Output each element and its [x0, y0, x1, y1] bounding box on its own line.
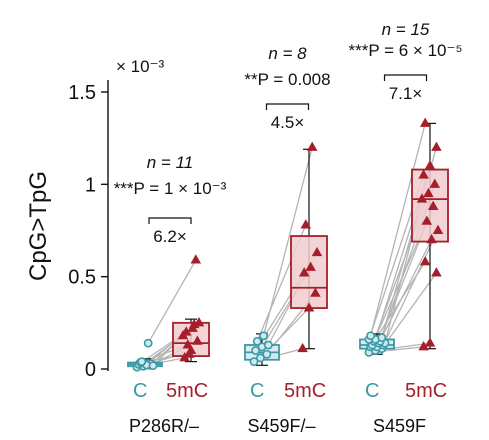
pair-line — [262, 147, 313, 336]
c-point — [251, 346, 260, 355]
5mc-point — [182, 339, 194, 349]
pair-line — [369, 123, 426, 336]
group-label: S459F/– — [247, 416, 315, 436]
5mc-point — [429, 178, 441, 188]
c-point — [255, 353, 265, 363]
condition-label-c: C — [250, 380, 264, 402]
5mc-point — [310, 287, 321, 297]
5mc-point — [416, 193, 428, 203]
condition-label-c: C — [365, 380, 379, 402]
5mc-point — [424, 160, 436, 170]
fold-change-label: 6.2× — [153, 227, 187, 246]
pair-line — [382, 230, 439, 346]
fold-change-label: 7.1× — [389, 84, 423, 103]
5mc-point — [311, 246, 323, 257]
c-point — [377, 333, 387, 343]
group-labels: n = 11 ***P = 1 × 10⁻³ 6.2× C 5mC P286R/– n = … — [114, 20, 463, 436]
5mc-point — [184, 348, 195, 358]
group-label: S459F — [373, 416, 426, 436]
mc-box — [411, 168, 449, 243]
y-ticks: 0 0.5 1 1.5 — [68, 82, 108, 381]
5mc-point — [426, 233, 437, 244]
comparison-bracket — [265, 103, 310, 110]
c-point — [263, 340, 273, 350]
comparison-bracket — [148, 217, 192, 224]
5mc-point — [421, 215, 433, 225]
c-point — [252, 336, 262, 346]
5mc-point — [424, 337, 436, 347]
5mc-point — [305, 261, 316, 271]
5mc-point — [190, 254, 202, 264]
c-point — [366, 331, 375, 341]
y-tick-label: 1 — [85, 174, 96, 196]
group-2 — [359, 117, 449, 357]
c-point — [148, 361, 158, 371]
p-value-label: **P = 0.008 — [244, 70, 330, 89]
5mc-point — [303, 302, 315, 312]
plot-area — [127, 117, 449, 372]
c-point — [259, 331, 268, 341]
5mc-point — [427, 200, 439, 210]
pair-line — [147, 259, 197, 344]
n-label: n = 15 — [382, 20, 430, 39]
5mc-point — [177, 329, 189, 340]
5mc-point — [306, 141, 318, 151]
c-point — [262, 349, 272, 359]
5mc-point — [297, 342, 308, 353]
group-0 — [127, 254, 210, 372]
5mc-point — [192, 335, 203, 345]
condition-label-5mc: 5mC — [405, 380, 447, 402]
5mc-point — [418, 169, 429, 179]
n-label: n = 8 — [268, 44, 307, 63]
c-point — [249, 357, 259, 367]
mc-box — [290, 235, 328, 309]
p-value-label: ***P = 1 × 10⁻³ — [114, 179, 227, 198]
group-label: P286R/– — [129, 416, 199, 436]
5mc-point — [419, 117, 431, 127]
condition-label-5mc: 5mC — [284, 380, 326, 402]
c-point — [143, 338, 153, 348]
y-tick-label: 0.5 — [68, 267, 96, 289]
5mc-point — [298, 267, 310, 277]
y-tick-label: 0 — [85, 359, 96, 381]
pair-line — [381, 272, 437, 350]
5mc-point — [432, 224, 444, 234]
fold-change-label: 4.5× — [271, 113, 305, 132]
comparison-bracket — [383, 74, 428, 81]
y-multiplier: × 10⁻³ — [116, 57, 165, 76]
y-tick-label: 1.5 — [68, 82, 96, 104]
c-point — [137, 357, 147, 367]
pair-line — [376, 239, 433, 348]
5mc-point — [419, 256, 431, 266]
condition-label-c: C — [133, 380, 147, 402]
5mc-point — [431, 141, 442, 151]
5mc-point — [423, 187, 434, 198]
n-label: n = 11 — [147, 153, 193, 172]
condition-label-5mc: 5mC — [166, 380, 208, 402]
5mc-point — [188, 318, 200, 329]
5mc-point — [300, 219, 312, 229]
5mc-point — [431, 267, 442, 277]
p-value-label: ***P = 6 × 10⁻⁵ — [348, 41, 462, 60]
y-axis-label: CpG>TpG — [25, 171, 52, 281]
group-1 — [244, 141, 328, 367]
